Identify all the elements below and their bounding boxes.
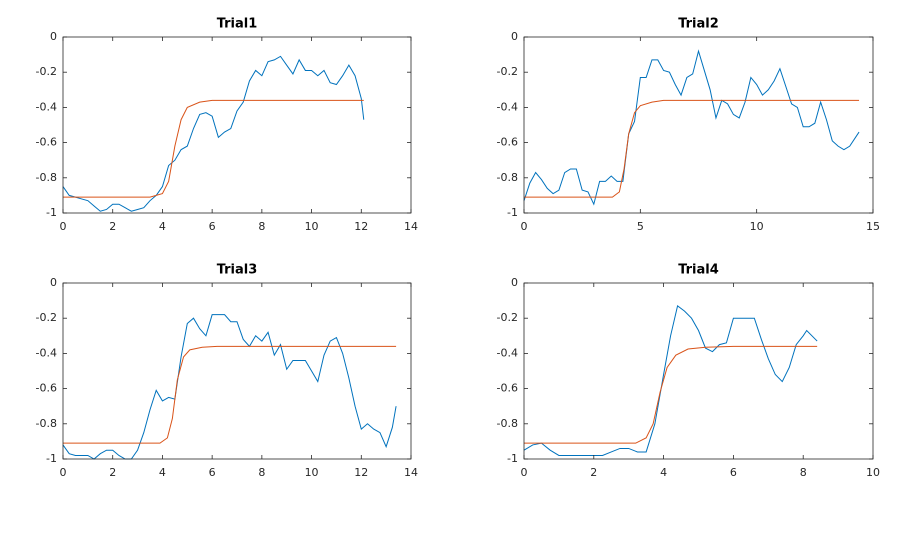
subplot: 0 5 10 15 -1 -0.8 -0.6 -0.4 -0.2 0 Trial2 — [497, 17, 880, 234]
y-tick-label: -0.4 — [497, 100, 518, 113]
x-tick-label: 8 — [800, 466, 807, 479]
x-tick-label: 10 — [866, 466, 880, 479]
y-tick-label: -0.4 — [497, 346, 518, 359]
x-tick-label: 2 — [109, 466, 116, 479]
y-tick-label: -0.8 — [497, 417, 518, 430]
x-tick-label: 10 — [305, 220, 319, 233]
data-line — [524, 345, 818, 444]
y-tick-label: -0.6 — [497, 136, 518, 149]
x-tick-label: 8 — [258, 220, 265, 233]
x-tick-label: 2 — [590, 466, 597, 479]
y-tick-label: -0.2 — [36, 65, 57, 78]
x-tick-label: 14 — [404, 220, 418, 233]
chart-title: Trial2 — [678, 17, 719, 32]
subplot: 0 2 4 6 8 10 12 14 -1 -0.8 -0.6 -0.4 -0.2 0 Trial1 — [36, 17, 418, 234]
chart-title: Trial3 — [217, 263, 258, 278]
y-tick-label: 0 — [50, 30, 57, 43]
x-tick-label: 0 — [521, 466, 528, 479]
y-tick-label: -0.2 — [497, 311, 518, 324]
x-tick-label: 12 — [354, 220, 368, 233]
y-tick-label: -0.8 — [36, 417, 57, 430]
data-line — [63, 345, 397, 444]
chart-title: Trial1 — [217, 17, 258, 32]
data-line — [523, 305, 818, 456]
y-tick-label: -1 — [507, 452, 518, 465]
x-tick-label: 0 — [60, 466, 67, 479]
axes-box — [523, 36, 874, 214]
x-tick-label: 10 — [750, 220, 764, 233]
plot-area — [62, 55, 365, 212]
x-tick-label: 4 — [159, 220, 166, 233]
x-tick-label: 12 — [354, 466, 368, 479]
x-tick-label: 4 — [660, 466, 667, 479]
y-tick-label: 0 — [511, 276, 518, 289]
y-tick-label: -1 — [46, 206, 57, 219]
x-tick-label: 2 — [109, 220, 116, 233]
y-tick-label: -0.6 — [36, 136, 57, 149]
axes-background — [524, 37, 873, 213]
y-tick-label: -0.6 — [36, 382, 57, 395]
subplot: 0 2 4 6 8 10 -1 -0.8 -0.6 -0.4 -0.2 0 Trial4 — [497, 263, 880, 480]
axes-background — [63, 37, 411, 213]
y-tick-label: -1 — [46, 452, 57, 465]
x-tick-label: 6 — [209, 220, 216, 233]
x-tick-label: 15 — [866, 220, 880, 233]
subplot: 0 2 4 6 8 10 12 14 -1 -0.8 -0.6 -0.4 -0.2 0 Trial3 — [36, 263, 418, 480]
x-tick-label: 0 — [521, 220, 528, 233]
axes-background — [63, 283, 411, 459]
axes-background — [524, 283, 873, 459]
y-tick-label: -0.2 — [497, 65, 518, 78]
plot-area — [523, 305, 818, 456]
y-tick-label: 0 — [511, 30, 518, 43]
x-tick-label: 0 — [60, 220, 67, 233]
data-line — [63, 99, 364, 198]
x-tick-label: 5 — [637, 220, 644, 233]
x-tick-label: 10 — [305, 466, 319, 479]
y-tick-label: -0.4 — [36, 100, 57, 113]
x-tick-label: 8 — [258, 466, 265, 479]
chart-title: Trial4 — [678, 263, 719, 278]
x-tick-label: 6 — [730, 466, 737, 479]
plot-area — [523, 49, 860, 206]
axes-box — [62, 282, 412, 460]
plot-area — [62, 314, 397, 460]
y-tick-label: -0.8 — [497, 171, 518, 184]
y-tick-label: -0.2 — [36, 311, 57, 324]
y-tick-label: -0.4 — [36, 346, 57, 359]
x-tick-label: 4 — [159, 466, 166, 479]
y-tick-label: 0 — [50, 276, 57, 289]
y-tick-label: -1 — [507, 206, 518, 219]
x-tick-label: 14 — [404, 466, 418, 479]
data-line — [62, 314, 397, 460]
data-line — [523, 49, 860, 206]
axes-box — [523, 282, 874, 460]
data-line — [62, 55, 365, 212]
x-tick-label: 6 — [209, 466, 216, 479]
y-tick-label: -0.6 — [497, 382, 518, 395]
y-tick-label: -0.8 — [36, 171, 57, 184]
data-line — [524, 99, 860, 198]
axes-box — [62, 36, 412, 214]
